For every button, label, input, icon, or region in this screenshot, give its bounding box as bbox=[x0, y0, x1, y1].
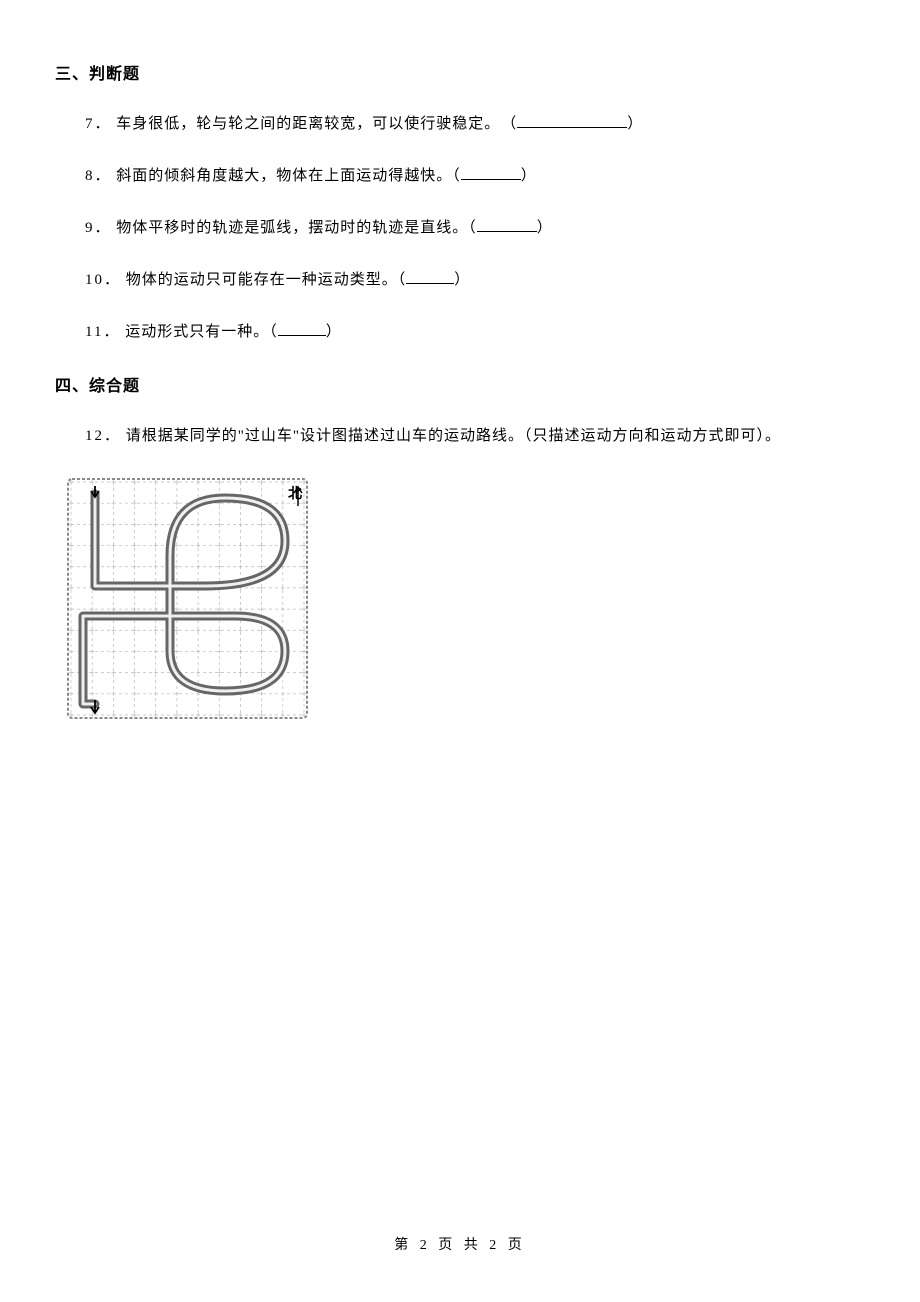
q7-num: 7． bbox=[85, 116, 112, 132]
q7-after: ） bbox=[627, 116, 643, 132]
question-10: 10． 物体的运动只可能存在一种运动类型。（ ） bbox=[85, 268, 865, 292]
q8-num: 8． bbox=[85, 168, 112, 184]
q8-text: 斜面的倾斜角度越大，物体在上面运动得越快。（ bbox=[116, 168, 461, 184]
section-3-heading: 三、判断题 bbox=[55, 60, 865, 84]
question-8: 8． 斜面的倾斜角度越大，物体在上面运动得越快。（ ） bbox=[85, 164, 865, 188]
q10-text: 物体的运动只可能存在一种运动类型。（ bbox=[126, 272, 407, 288]
q9-after: ） bbox=[537, 220, 553, 236]
section-4-heading: 四、综合题 bbox=[55, 372, 865, 396]
rollercoaster-diagram: 北 bbox=[65, 476, 865, 721]
svg-text:北: 北 bbox=[288, 486, 302, 502]
q7-text: 车身很低，轮与轮之间的距离较宽，可以使行驶稳定。 （ bbox=[116, 116, 517, 132]
q7-blank bbox=[517, 113, 627, 128]
q11-after: ） bbox=[326, 324, 342, 340]
q9-blank bbox=[477, 217, 537, 232]
page-footer: 第 2 页 共 2 页 bbox=[0, 1234, 920, 1254]
q8-blank bbox=[461, 165, 521, 180]
q9-num: 9． bbox=[85, 220, 112, 236]
question-12: 12． 请根据某同学的"过山车"设计图描述过山车的运动路线。（只描述运动方向和运… bbox=[85, 424, 865, 448]
q12-text: 请根据某同学的"过山车"设计图描述过山车的运动路线。（只描述运动方向和运动方式即… bbox=[126, 428, 781, 444]
q9-text: 物体平移时的轨迹是弧线，摆动时的轨迹是直线。（ bbox=[116, 220, 477, 236]
q10-num: 10． bbox=[85, 272, 121, 288]
q12-num: 12． bbox=[85, 428, 121, 444]
rollercoaster-svg: 北 bbox=[65, 476, 310, 721]
question-11: 11． 运动形式只有一种。（ ） bbox=[85, 320, 865, 344]
q11-blank bbox=[278, 321, 326, 336]
q8-after: ） bbox=[521, 168, 537, 184]
q11-num: 11． bbox=[85, 324, 120, 340]
q10-blank bbox=[406, 269, 454, 284]
q10-after: ） bbox=[454, 272, 470, 288]
q11-text: 运动形式只有一种。（ bbox=[125, 324, 278, 340]
question-9: 9． 物体平移时的轨迹是弧线，摆动时的轨迹是直线。（ ） bbox=[85, 216, 865, 240]
question-7: 7． 车身很低，轮与轮之间的距离较宽，可以使行驶稳定。 （ ） bbox=[85, 112, 865, 136]
